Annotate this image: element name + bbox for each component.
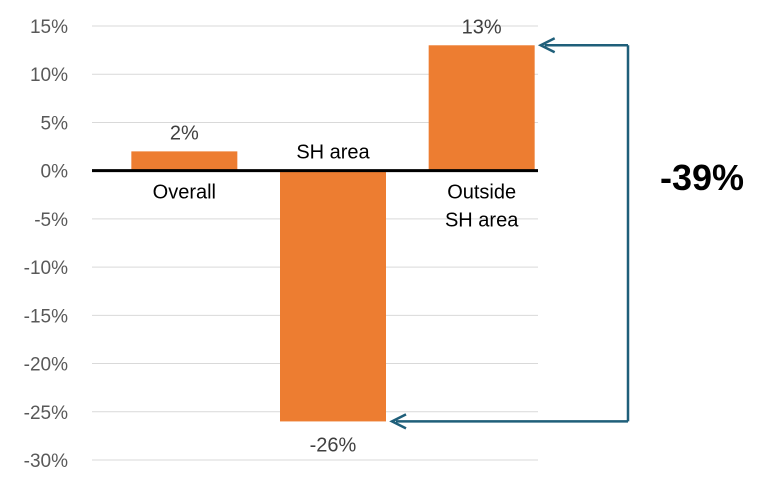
- y-axis: 15% 10% 5% 0% -5% -10% -15% -20% -25% -30%: [24, 17, 68, 472]
- data-label: 2%: [170, 122, 199, 144]
- bar: [429, 45, 535, 170]
- category-label: Overall: [153, 182, 216, 204]
- y-tick-label: 15%: [30, 17, 68, 38]
- difference-annotation: -39%: [660, 157, 744, 198]
- bars: [131, 45, 534, 421]
- y-tick-label: 5%: [41, 113, 69, 134]
- bar: [131, 151, 237, 170]
- y-tick-label: -25%: [24, 403, 68, 424]
- data-label: 13%: [462, 16, 502, 38]
- y-tick-label: -30%: [24, 451, 68, 472]
- y-tick-label: 10%: [30, 65, 68, 86]
- y-tick-label: -10%: [24, 258, 68, 279]
- y-tick-label: -15%: [24, 306, 68, 327]
- category-label: SH area: [296, 142, 370, 164]
- category-label: Outside SH area: [445, 182, 519, 232]
- y-tick-label: -20%: [24, 355, 68, 376]
- y-tick-label: 0%: [41, 162, 69, 183]
- data-label: -26%: [310, 434, 357, 456]
- y-tick-label: -5%: [34, 210, 68, 231]
- bar: [280, 171, 386, 422]
